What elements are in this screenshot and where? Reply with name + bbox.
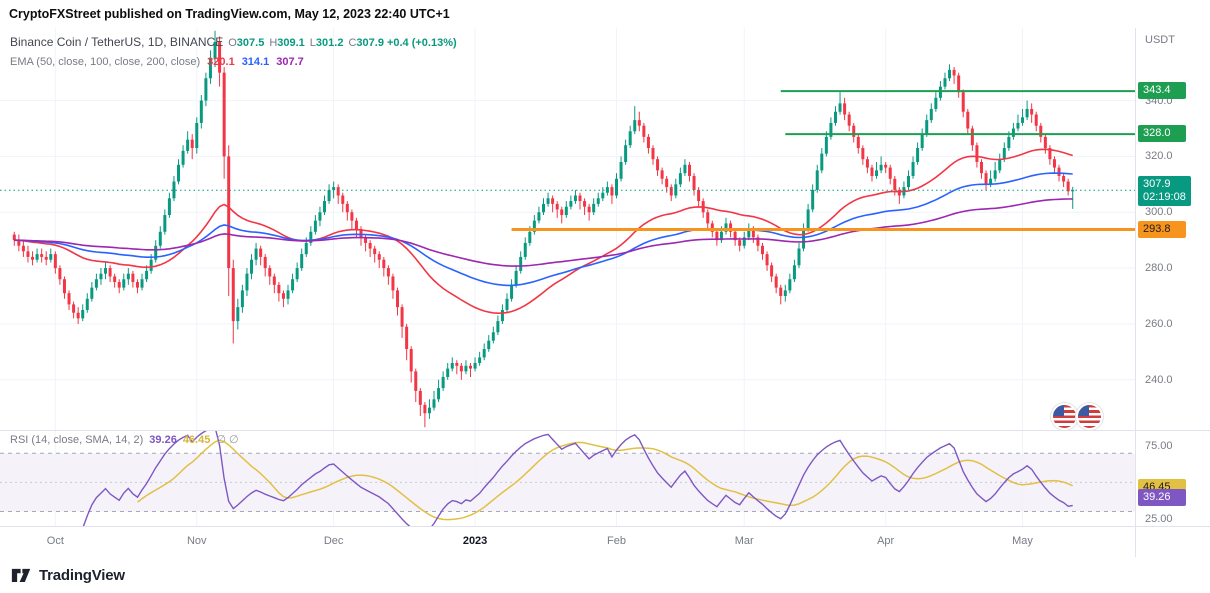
- time-axis-label: May: [1012, 535, 1033, 547]
- last-price-badge: 307.9 02:19:08: [1138, 176, 1191, 207]
- ema50-line: [14, 148, 1073, 315]
- price-axis-scale[interactable]: USDT 340.0 320.0 300.0 280.0 260.0 240.0 75.00…: [1135, 28, 1210, 557]
- price-pane-canvas[interactable]: [0, 28, 1135, 430]
- time-axis-label: Nov: [186, 535, 207, 547]
- footer: TradingView: [0, 557, 1210, 593]
- resistance-level-badge-1[interactable]: 343.4: [1138, 82, 1186, 100]
- watermark-label: CryptoFXStreet published on TradingView.…: [9, 7, 450, 21]
- rsi-band: [0, 430, 1135, 526]
- price-tick-label: 300.0: [1145, 206, 1173, 219]
- time-axis-label: Mar: [734, 535, 754, 547]
- us-flag-icon: [1076, 403, 1103, 430]
- time-axis-label: Apr: [877, 535, 895, 547]
- tradingview-logo-icon[interactable]: [11, 566, 32, 584]
- rsi-tick-label: 25.00: [1145, 512, 1173, 525]
- price-tick-label: 240.0: [1145, 373, 1173, 386]
- candlestick-series: [12, 30, 1075, 428]
- pane-separator-bottom[interactable]: [0, 526, 1210, 527]
- price-tick-label: 320.0: [1145, 150, 1173, 163]
- axis-currency-label: USDT: [1145, 34, 1175, 46]
- support-level-badge[interactable]: 293.8: [1138, 220, 1186, 238]
- flag-canton: [1053, 405, 1064, 416]
- pane-separator[interactable]: [0, 430, 1210, 431]
- rsi-value-badge: 39.26: [1138, 488, 1186, 506]
- rsi-tick-label: 75.00: [1145, 440, 1173, 452]
- ema-lines: [14, 148, 1073, 315]
- us-flag-icon: [1051, 403, 1078, 430]
- rsi-pane-canvas[interactable]: [0, 430, 1135, 526]
- price-tick-label: 280.0: [1145, 262, 1173, 275]
- price-levels[interactable]: [0, 90, 1135, 232]
- price-tick-label: 260.0: [1145, 317, 1173, 330]
- time-axis-label: Dec: [323, 535, 344, 547]
- time-axis-label: 2023: [462, 535, 488, 547]
- time-axis-label: Feb: [607, 535, 626, 547]
- flag-canton: [1078, 405, 1089, 416]
- time-axis-scale[interactable]: Oct Nov Dec 2023 Feb Mar Apr May: [0, 526, 1135, 557]
- tradingview-wordmark[interactable]: TradingView: [39, 566, 125, 584]
- ema100-line: [14, 172, 1073, 287]
- watermark-text: CryptoFXStreet published on TradingView.…: [0, 0, 1210, 28]
- rsi-line: [82, 430, 1073, 526]
- ema200-line: [14, 198, 1073, 267]
- chart-area[interactable]: USDT 340.0 320.0 300.0 280.0 260.0 240.0 75.00…: [0, 28, 1210, 557]
- time-axis-label: Oct: [46, 535, 64, 547]
- resistance-level-badge-2[interactable]: 328.0: [1138, 125, 1186, 143]
- rsi-ma-line: [137, 439, 1074, 521]
